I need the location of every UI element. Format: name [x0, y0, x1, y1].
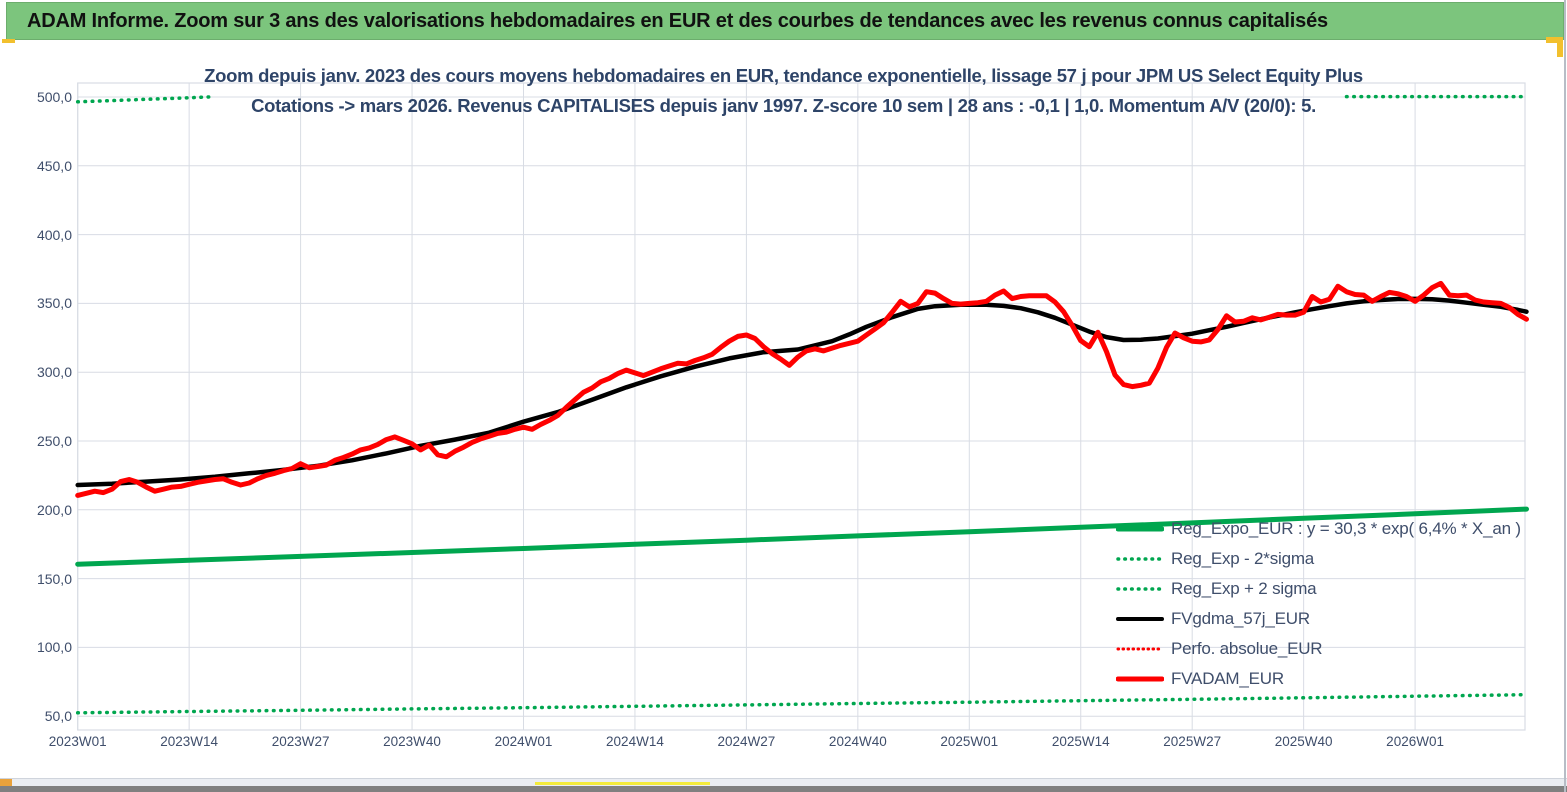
series-FVgdma-57j-EUR	[75, 296, 1529, 488]
x-tick-label: 2024W40	[828, 734, 887, 749]
chart-title-line1: Zoom depuis janv. 2023 des cours moyens …	[204, 65, 1363, 86]
x-tick-label: 2023W40	[383, 734, 441, 749]
x-tick-label: 2026W01	[1386, 734, 1444, 749]
report-title: ADAM Informe. Zoom sur 3 ans des valoris…	[27, 9, 1328, 32]
legend-item: Reg_Expo_EUR : y = 30,3 * exp( 6,4% * X_…	[1116, 514, 1521, 544]
x-tick-label: 2025W14	[1051, 734, 1110, 749]
y-tick-label: 250,0	[36, 433, 72, 449]
x-tick-label: 2024W01	[494, 734, 553, 749]
y-tick-label: 450,0	[36, 157, 72, 174]
legend-item: FVgdma_57j_EUR	[1116, 604, 1521, 634]
legend-label: Reg_Exp + 2 sigma	[1171, 579, 1317, 598]
legend-item: Perfo. absolue_EUR	[1116, 634, 1521, 664]
legend-label: Reg_Expo_EUR : y = 30,3 * exp( 6,4% * X_…	[1171, 519, 1521, 538]
x-tick-label: 2024W14	[606, 734, 664, 749]
series-Perfo-absolue-EUR	[76, 282, 1528, 497]
y-tick-label: 500,0	[36, 89, 72, 105]
window-bottom-edge	[0, 786, 1567, 792]
legend-label: FVgdma_57j_EUR	[1171, 609, 1310, 628]
x-tick-label: 2024W27	[717, 734, 776, 749]
x-tick-label: 2025W01	[940, 734, 999, 749]
x-tick-label: 2025W40	[1274, 734, 1333, 749]
y-tick-label: 100,0	[36, 639, 72, 656]
chart-title-line2: Cotations -> mars 2026. Revenus CAPITALI…	[251, 95, 1316, 116]
legend-item: Reg_Exp - 2*sigma	[1116, 544, 1521, 574]
selection-handle-top-right-vertical[interactable]	[1557, 37, 1563, 57]
legend-swatch-green-dotted	[1116, 587, 1164, 591]
legend-label: FVADAM_EUR	[1171, 669, 1284, 688]
horizontal-scrollbar-track[interactable]	[0, 778, 1567, 786]
legend-item: FVADAM_EUR	[1116, 664, 1521, 694]
selection-handle-top-right[interactable]	[1546, 37, 1563, 43]
selection-handle-top-left[interactable]	[2, 39, 15, 43]
series-FVADAM-EUR	[75, 280, 1529, 498]
report-header-bar: ADAM Informe. Zoom sur 3 ans des valoris…	[6, 2, 1564, 40]
y-tick-label: 300,0	[36, 364, 72, 381]
x-tick-label: 2023W01	[48, 734, 107, 749]
y-tick-label: 400,0	[36, 226, 72, 243]
y-tick-label: 50,0	[44, 708, 72, 725]
y-tick-label: 150,0	[36, 570, 72, 587]
legend-swatch-red-solid	[1116, 676, 1164, 682]
legend-item: Reg_Exp + 2 sigma	[1116, 574, 1521, 604]
legend-swatch-black-solid	[1116, 617, 1164, 621]
legend-label: Reg_Exp - 2*sigma	[1171, 549, 1315, 568]
y-tick-label: 200,0	[36, 501, 72, 518]
series-Reg-Exp-2-sigma	[75, 692, 1529, 715]
legend-swatch-green-solid	[1116, 526, 1164, 532]
window-right-edge	[1564, 0, 1566, 792]
series-Reg-Exp-2-sigma	[75, 94, 217, 104]
chart-legend: Reg_Expo_EUR : y = 30,3 * exp( 6,4% * X_…	[1116, 514, 1521, 694]
legend-swatch-red-dotted	[1116, 647, 1164, 651]
y-tick-label: 350,0	[36, 295, 72, 312]
legend-label: Perfo. absolue_EUR	[1171, 639, 1323, 658]
legend-swatch-green-dotted	[1116, 557, 1164, 561]
corner-accent-bottom-left	[0, 779, 12, 787]
x-tick-label: 2025W27	[1163, 734, 1222, 749]
series-Reg-Expo-EUR-y-30-3-exp-6-4-X-	[75, 506, 1529, 567]
plot-border	[77, 82, 1526, 731]
scrollbar-accent	[535, 782, 710, 785]
x-tick-label: 2023W27	[271, 734, 330, 749]
chart-title: Zoom depuis janv. 2023 des cours moyens …	[60, 61, 1507, 121]
x-tick-label: 2023W14	[160, 734, 219, 749]
